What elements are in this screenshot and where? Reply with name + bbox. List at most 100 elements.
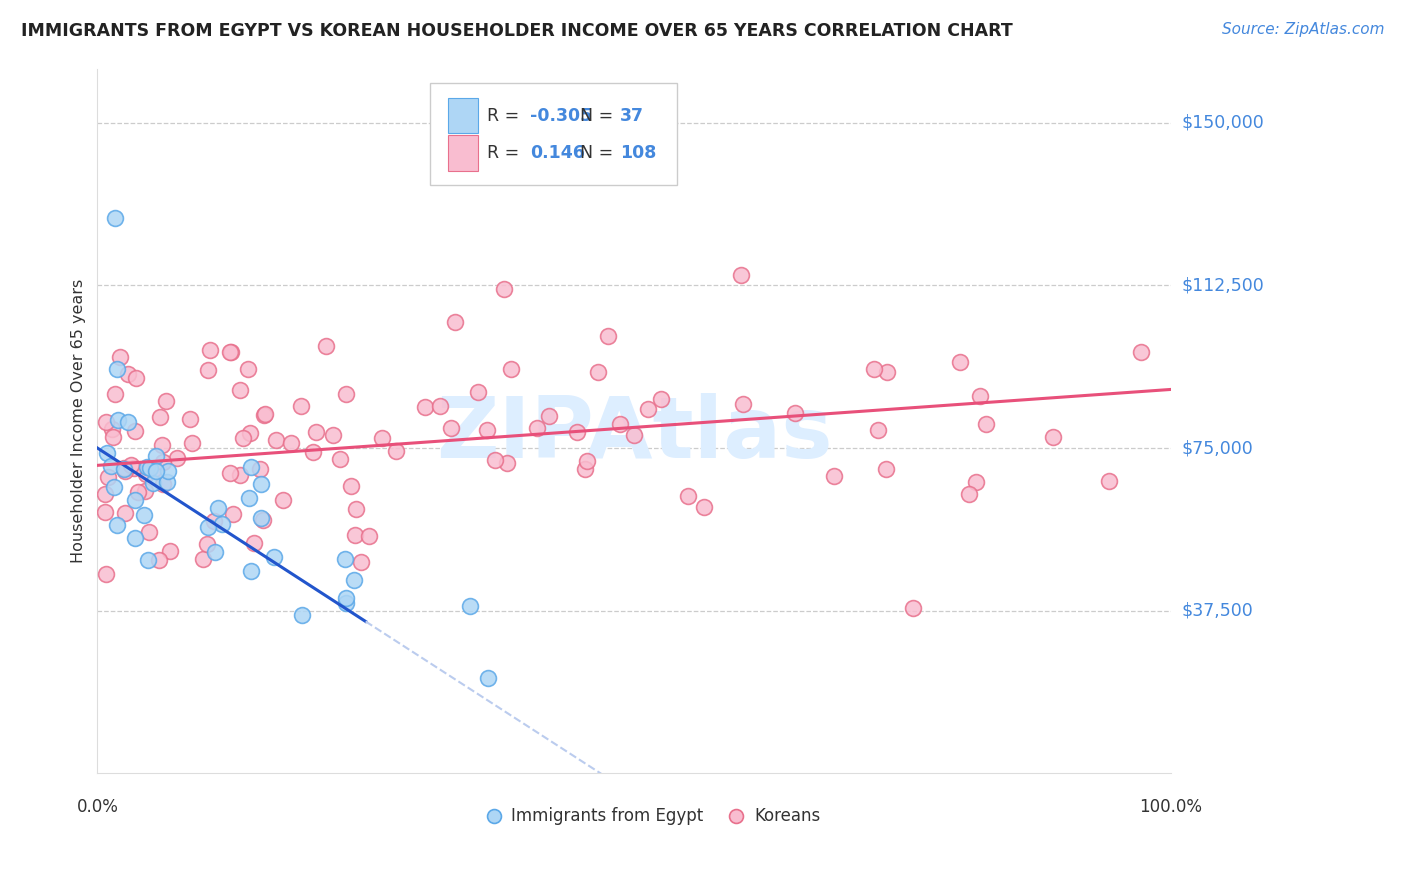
Point xyxy=(335,596,357,610)
Point xyxy=(588,365,610,379)
Point xyxy=(492,282,515,296)
Point xyxy=(965,475,987,489)
Text: N =: N = xyxy=(581,145,619,162)
Point xyxy=(94,487,117,501)
Point xyxy=(692,500,714,514)
Point xyxy=(239,564,262,578)
Point xyxy=(197,520,219,534)
Point xyxy=(574,462,596,476)
Point xyxy=(232,431,254,445)
Text: $75,000: $75,000 xyxy=(1181,439,1254,457)
Point xyxy=(252,513,274,527)
Point xyxy=(198,343,221,358)
Point xyxy=(211,516,233,531)
Point xyxy=(207,500,229,515)
Point xyxy=(166,451,188,466)
Point xyxy=(138,524,160,539)
Point xyxy=(114,464,136,478)
Point xyxy=(862,362,884,376)
Point xyxy=(335,591,357,605)
Text: ZIPAtlas: ZIPAtlas xyxy=(436,393,832,476)
Point xyxy=(97,469,120,483)
Point xyxy=(135,467,157,482)
Point xyxy=(148,552,170,566)
Point xyxy=(104,386,127,401)
Point xyxy=(100,458,122,473)
Point xyxy=(576,453,599,467)
Text: $112,500: $112,500 xyxy=(1181,277,1264,294)
Point xyxy=(152,455,174,469)
Point xyxy=(271,493,294,508)
Point xyxy=(219,344,242,359)
Text: $37,500: $37,500 xyxy=(1181,601,1254,620)
Point xyxy=(565,425,588,439)
Point xyxy=(477,671,499,685)
Point xyxy=(344,502,367,516)
Point xyxy=(204,545,226,559)
Point xyxy=(117,415,139,429)
Point xyxy=(957,487,980,501)
Point xyxy=(290,399,312,413)
Point xyxy=(242,536,264,550)
Point xyxy=(370,431,392,445)
Point xyxy=(335,386,357,401)
Point xyxy=(343,573,366,587)
Point xyxy=(236,362,259,376)
Point xyxy=(110,350,132,364)
Point xyxy=(264,434,287,448)
Point xyxy=(136,553,159,567)
Point xyxy=(538,409,561,423)
Point xyxy=(969,389,991,403)
Point xyxy=(458,599,481,614)
Point xyxy=(222,508,245,522)
Point xyxy=(101,422,124,436)
Text: N =: N = xyxy=(581,107,619,125)
Point xyxy=(477,423,499,437)
Point xyxy=(112,462,135,476)
Point xyxy=(413,400,436,414)
Point xyxy=(598,328,620,343)
Point xyxy=(1130,344,1153,359)
Point xyxy=(107,413,129,427)
Point xyxy=(357,529,380,543)
Text: 0.0%: 0.0% xyxy=(76,798,118,816)
Point xyxy=(484,453,506,467)
Point xyxy=(149,410,172,425)
Point xyxy=(526,421,548,435)
Text: 100.0%: 100.0% xyxy=(1139,798,1202,816)
Point xyxy=(136,460,159,475)
Point xyxy=(250,476,273,491)
Point xyxy=(114,506,136,520)
Point xyxy=(650,392,672,406)
Point xyxy=(495,456,517,470)
Text: 37: 37 xyxy=(620,107,644,125)
Point xyxy=(339,479,361,493)
Text: Source: ZipAtlas.com: Source: ZipAtlas.com xyxy=(1222,22,1385,37)
Point xyxy=(94,415,117,429)
Point xyxy=(301,444,323,458)
Text: Immigrants from Egypt: Immigrants from Egypt xyxy=(510,806,703,824)
Point xyxy=(96,446,118,460)
Point xyxy=(238,491,260,505)
Point xyxy=(103,480,125,494)
Point xyxy=(350,556,373,570)
Point xyxy=(142,476,165,491)
Point xyxy=(120,458,142,472)
Point xyxy=(501,362,523,376)
FancyBboxPatch shape xyxy=(449,98,478,134)
Point xyxy=(228,468,250,483)
Point xyxy=(623,428,645,442)
Point xyxy=(124,532,146,546)
Y-axis label: Householder Income Over 65 years: Householder Income Over 65 years xyxy=(72,279,86,563)
Point xyxy=(145,464,167,478)
Point xyxy=(637,402,659,417)
Point xyxy=(875,462,897,476)
Point xyxy=(127,484,149,499)
Point xyxy=(467,384,489,399)
Point xyxy=(191,551,214,566)
Point xyxy=(291,607,314,622)
Text: R =: R = xyxy=(486,107,524,125)
FancyBboxPatch shape xyxy=(430,83,676,185)
Point xyxy=(122,460,145,475)
Text: $150,000: $150,000 xyxy=(1181,114,1264,132)
